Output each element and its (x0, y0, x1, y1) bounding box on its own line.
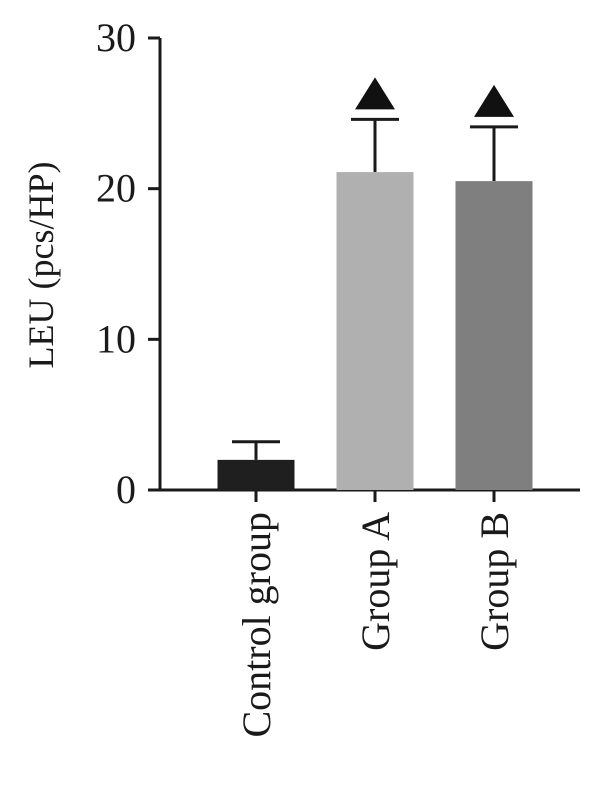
bar (217, 459, 295, 490)
bars-layer (217, 77, 533, 491)
x-tick-label: Group B (472, 512, 517, 651)
x-tick-label: Control group (234, 512, 279, 738)
significance-marker (474, 84, 514, 117)
bar (336, 172, 414, 491)
y-axis-title: LEU (pcs/HP) (21, 162, 61, 369)
y-tick-label: 10 (96, 316, 136, 361)
bar (455, 181, 533, 490)
y-tick-label: 20 (96, 166, 136, 211)
y-tick-label: 30 (96, 15, 136, 60)
y-tick-label: 0 (116, 467, 136, 512)
labels-layer: 0 10 20 30 LEU (pcs/HP) Control group Group A G… (21, 15, 517, 738)
significance-marker (355, 77, 395, 110)
x-tick-label: Group A (353, 512, 398, 651)
